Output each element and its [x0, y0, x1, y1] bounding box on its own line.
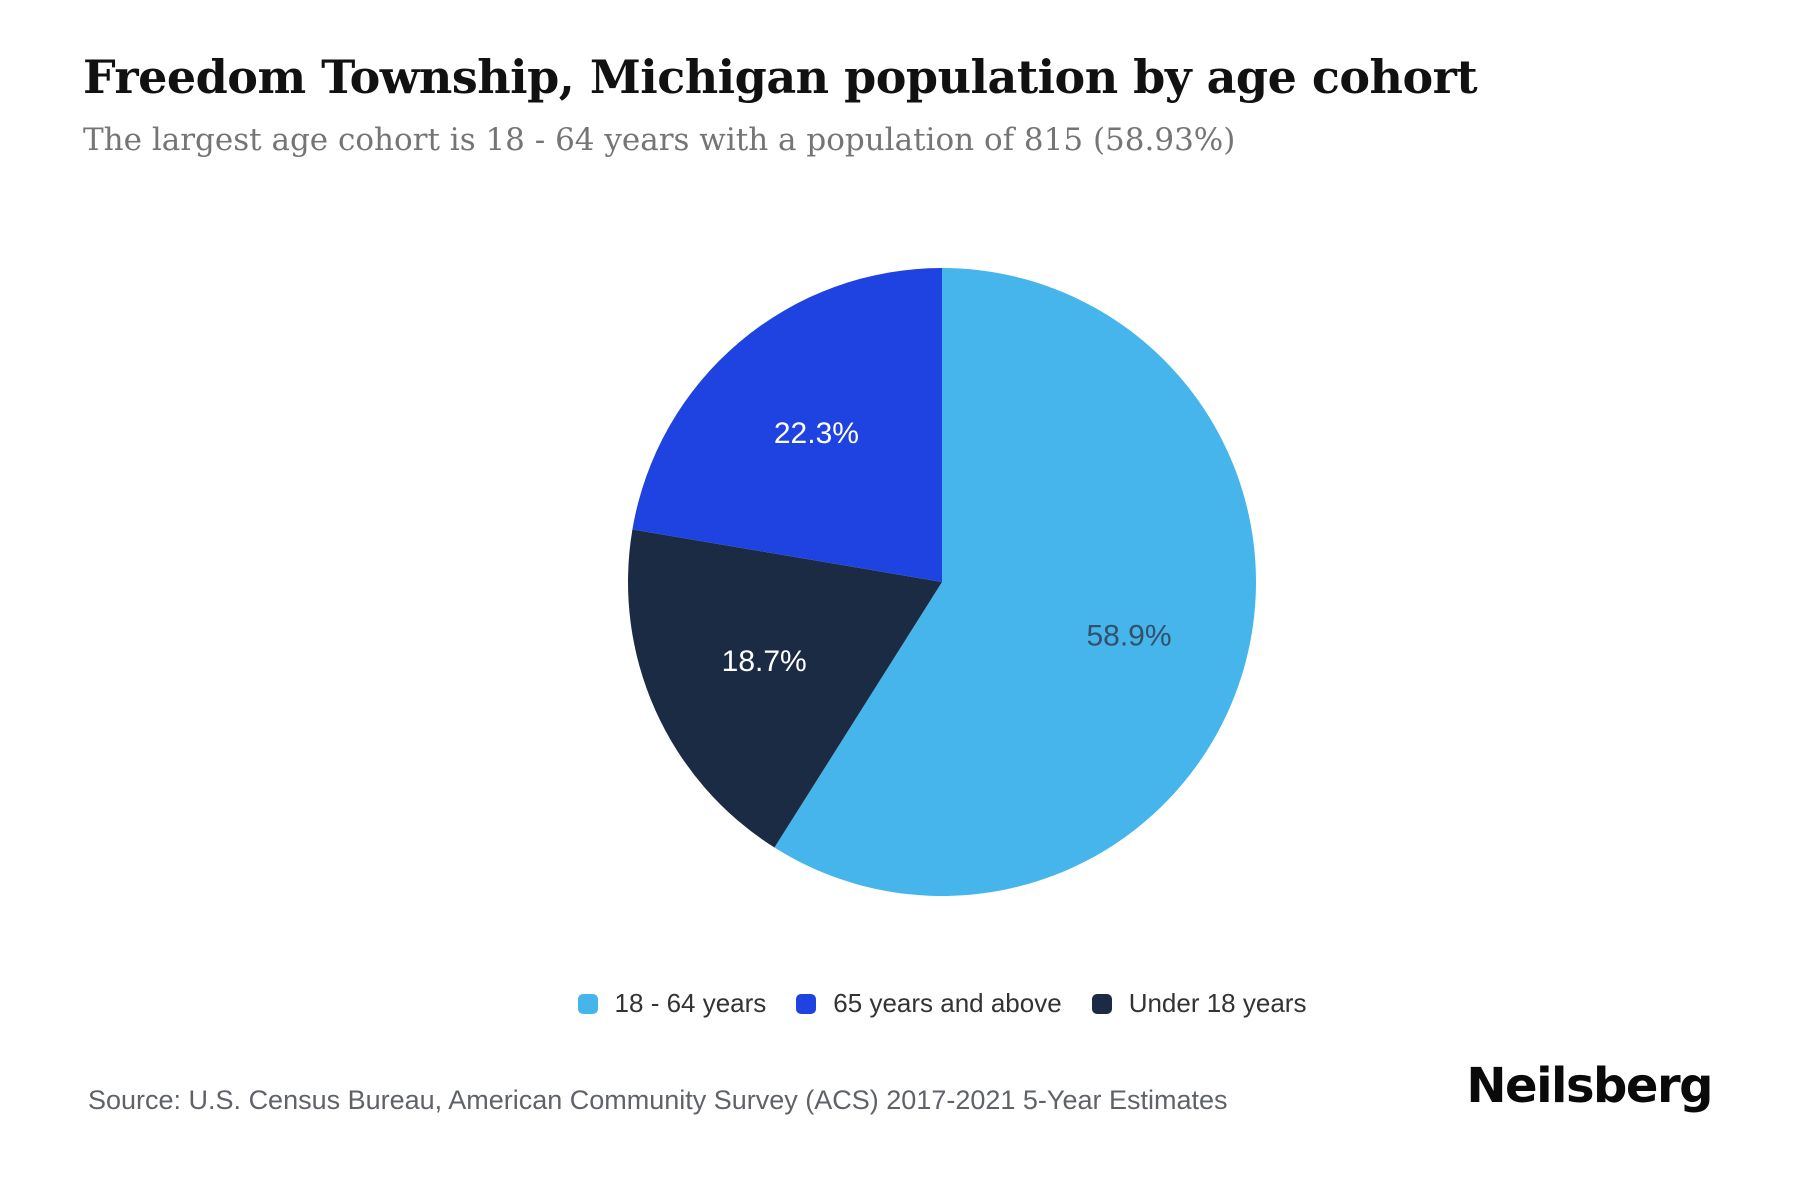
pie-slice-under-18-years[interactable] [627, 529, 942, 848]
pie-slice-18-64-years[interactable] [774, 268, 1256, 897]
legend-item-18-64-years[interactable]: 18 - 64 years [577, 988, 767, 1019]
brand-logo: Neilsberg [1466, 1058, 1713, 1114]
legend-swatch-icon [1091, 993, 1112, 1014]
chart-subtitle: The largest age cohort is 18 - 64 years … [83, 122, 1236, 158]
legend-label: 18 - 64 years [614, 988, 767, 1018]
pie-slice-percent-label-65-years-and-above: 22.3% [774, 417, 859, 450]
pie-slice-percent-label-under-18-years: 18.7% [722, 645, 807, 678]
pie-slice-percent-label-18-64-years: 58.9% [1086, 620, 1171, 653]
source-note: Source: U.S. Census Bureau, American Com… [88, 1085, 1228, 1115]
legend: 18 - 64 years 65 years and above Under 18 … [42, 988, 1800, 1019]
legend-swatch-icon [577, 993, 598, 1014]
legend-label: Under 18 years [1128, 988, 1307, 1018]
legend-item-65-years-and-above[interactable]: 65 years and above [796, 988, 1062, 1019]
chart-title: Freedom Township, Michigan population by… [83, 50, 1478, 104]
legend-item-under-18-years[interactable]: Under 18 years [1091, 988, 1307, 1019]
pie-slice-65-years-and-above[interactable] [632, 268, 942, 582]
legend-label: 65 years and above [833, 988, 1062, 1018]
legend-swatch-icon [796, 993, 817, 1014]
